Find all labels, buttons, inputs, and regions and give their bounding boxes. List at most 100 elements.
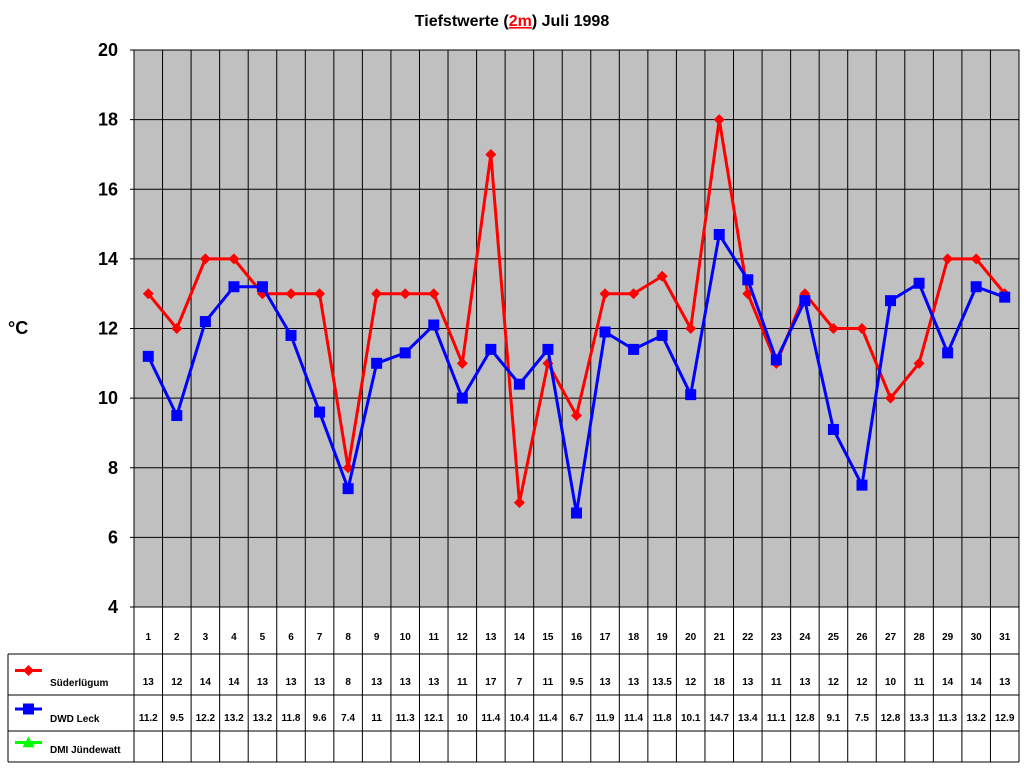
table-value-s-derl-gum: 11 xyxy=(543,677,554,688)
data-point-s-derl-gum xyxy=(942,253,954,265)
table-value-s-derl-gum: 7 xyxy=(517,677,523,688)
category-label: 9 xyxy=(374,632,380,643)
data-point-dwd-leck xyxy=(685,389,697,401)
table-value-dwd-leck: 11.4 xyxy=(624,713,643,724)
data-point-s-derl-gum xyxy=(599,288,611,300)
category-label: 13 xyxy=(485,632,497,643)
data-point-s-derl-gum xyxy=(656,270,668,282)
category-label: 15 xyxy=(542,632,554,643)
category-label: 17 xyxy=(599,632,611,643)
category-label: 27 xyxy=(885,632,897,643)
data-point-dwd-leck xyxy=(628,343,640,355)
legend-marker-s-derl-gum xyxy=(23,665,34,676)
table-value-s-derl-gum: 13 xyxy=(742,677,754,688)
table-value-dwd-leck: 11.8 xyxy=(653,713,672,724)
category-label: 14 xyxy=(514,632,526,643)
data-point-dwd-leck xyxy=(456,392,468,404)
category-label: 7 xyxy=(317,632,323,643)
category-label: 23 xyxy=(771,632,783,643)
y-tick-label: 14 xyxy=(98,249,118,269)
table-value-s-derl-gum: 13 xyxy=(628,677,640,688)
y-tick-label: 16 xyxy=(98,179,118,199)
table-value-s-derl-gum: 9.5 xyxy=(570,677,584,688)
category-label: 28 xyxy=(914,632,926,643)
table-value-dwd-leck: 11.4 xyxy=(538,713,557,724)
data-point-dwd-leck xyxy=(942,347,954,359)
table-value-dwd-leck: 12.8 xyxy=(795,713,815,724)
data-point-s-derl-gum xyxy=(171,323,183,334)
table-value-dwd-leck: 9.6 xyxy=(313,713,327,724)
data-point-s-derl-gum xyxy=(399,288,411,300)
table-value-s-derl-gum: 13 xyxy=(428,677,440,688)
data-point-s-derl-gum xyxy=(685,323,697,334)
data-point-s-derl-gum xyxy=(314,288,326,300)
data-point-s-derl-gum xyxy=(285,288,297,300)
category-label: 10 xyxy=(400,632,412,643)
category-label: 11 xyxy=(428,632,439,643)
data-point-s-derl-gum xyxy=(485,148,497,160)
table-value-dwd-leck: 10 xyxy=(457,713,469,724)
category-label: 5 xyxy=(260,632,266,643)
table-value-dwd-leck: 11 xyxy=(371,713,382,724)
table-value-dwd-leck: 7.4 xyxy=(341,713,355,724)
table-value-dwd-leck: 11.9 xyxy=(596,713,615,724)
data-point-s-derl-gum xyxy=(856,323,868,334)
data-point-s-derl-gum xyxy=(628,288,640,300)
table-value-s-derl-gum: 13 xyxy=(599,677,611,688)
table-value-dwd-leck: 13.2 xyxy=(253,713,273,724)
y-tick-label: 12 xyxy=(98,319,118,339)
y-tick-label: 6 xyxy=(108,527,118,547)
title-highlight: 2m xyxy=(509,13,532,30)
data-point-s-derl-gum xyxy=(571,410,582,422)
category-label: 22 xyxy=(742,632,754,643)
category-label: 21 xyxy=(714,632,726,643)
category-label: 2 xyxy=(174,632,180,643)
data-point-s-derl-gum xyxy=(228,253,240,265)
category-label: 12 xyxy=(457,632,469,643)
table-value-dwd-leck: 12.1 xyxy=(424,713,444,724)
category-label: 25 xyxy=(828,632,840,643)
table-value-s-derl-gum: 12 xyxy=(685,677,697,688)
table-value-s-derl-gum: 8 xyxy=(345,677,351,688)
y-tick-label: 8 xyxy=(108,458,118,478)
legend-label-s-derl-gum: Süderlügum xyxy=(50,678,108,689)
data-point-s-derl-gum xyxy=(713,114,725,126)
category-label: 19 xyxy=(657,632,669,643)
legend-marker-dmi-j-ndewatt xyxy=(22,736,35,748)
table-value-dwd-leck: 14.7 xyxy=(710,713,730,724)
data-point-s-derl-gum xyxy=(885,392,897,404)
table-value-dwd-leck: 13.4 xyxy=(738,713,758,724)
category-label: 20 xyxy=(685,632,697,643)
table-value-dwd-leck: 13.2 xyxy=(224,713,244,724)
data-point-dwd-leck xyxy=(599,326,611,338)
data-point-dwd-leck xyxy=(314,406,326,418)
table-value-dwd-leck: 11.8 xyxy=(282,713,301,724)
table-value-dwd-leck: 11.3 xyxy=(396,713,415,724)
category-label: 6 xyxy=(288,632,294,643)
y-tick-label: 10 xyxy=(98,388,118,408)
data-point-s-derl-gum xyxy=(428,288,440,300)
table-value-s-derl-gum: 13 xyxy=(143,677,155,688)
data-point-dwd-leck xyxy=(713,229,725,241)
data-point-s-derl-gum xyxy=(970,253,982,265)
table-value-dwd-leck: 11.3 xyxy=(938,713,957,724)
data-point-dwd-leck xyxy=(856,479,868,491)
title-prefix: Tiefstwerte ( xyxy=(415,13,510,30)
table-value-s-derl-gum: 13 xyxy=(799,677,811,688)
table-value-s-derl-gum: 13.5 xyxy=(652,677,672,688)
table-value-s-derl-gum: 13 xyxy=(314,677,326,688)
y-tick-label: 4 xyxy=(108,597,118,617)
table-value-dwd-leck: 11.2 xyxy=(139,713,158,724)
data-point-dwd-leck xyxy=(428,319,440,331)
table-value-s-derl-gum: 11 xyxy=(771,677,782,688)
data-point-dwd-leck xyxy=(342,483,354,495)
data-point-s-derl-gum xyxy=(199,253,211,265)
category-label: 3 xyxy=(203,632,209,643)
data-point-s-derl-gum xyxy=(456,357,468,369)
category-label: 30 xyxy=(971,632,983,643)
data-point-s-derl-gum xyxy=(371,288,383,300)
table-value-s-derl-gum: 11 xyxy=(457,677,468,688)
table-value-s-derl-gum: 14 xyxy=(228,677,240,688)
table-value-s-derl-gum: 14 xyxy=(200,677,212,688)
